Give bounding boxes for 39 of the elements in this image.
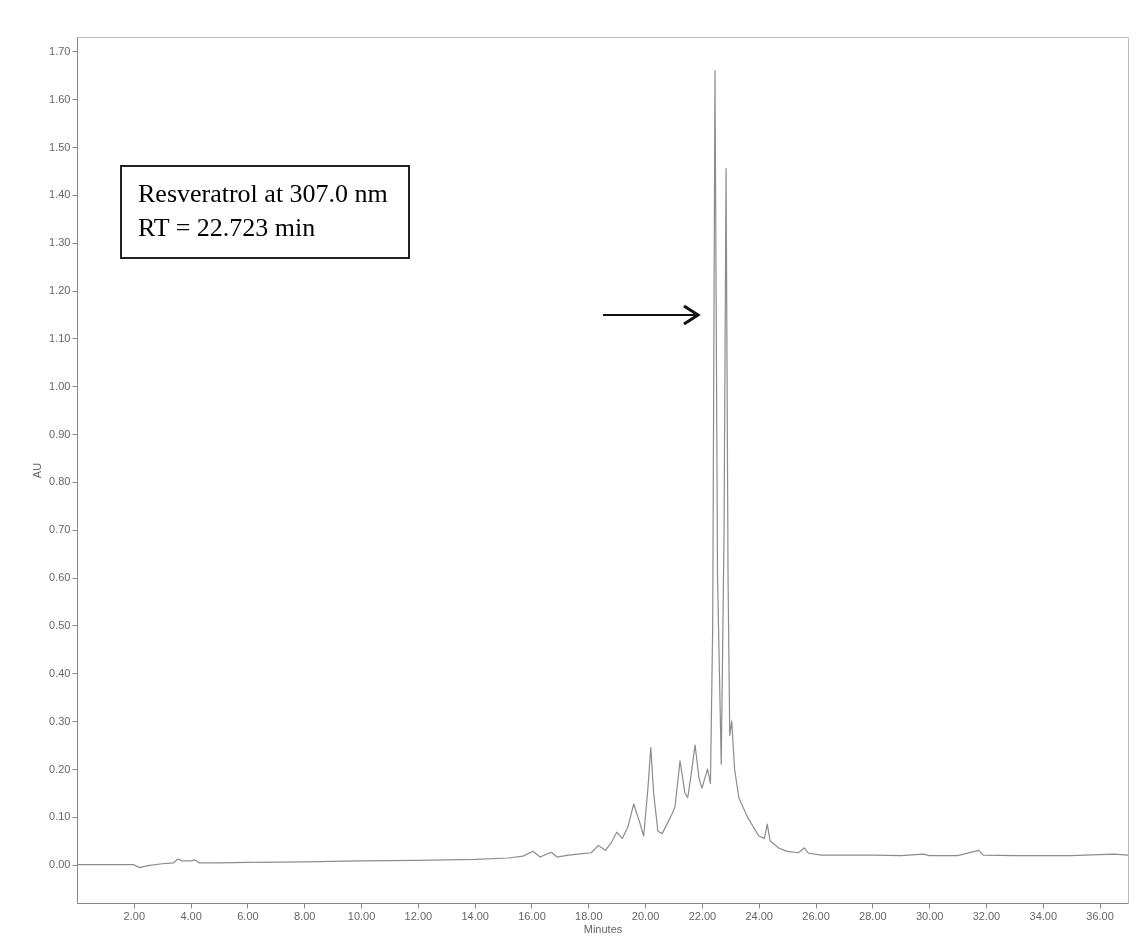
y-tick-label: 0.40	[49, 666, 71, 679]
y-tick-label: 1.40	[49, 188, 71, 201]
x-tick-label: 22.00	[688, 909, 717, 922]
y-tick-label: 1.70	[49, 44, 71, 57]
x-tick-label: 2.00	[123, 909, 146, 922]
y-tick-label: 0.80	[49, 475, 71, 488]
x-axis-title: Minutes	[583, 922, 623, 935]
x-tick-label: 10.00	[347, 909, 376, 922]
x-tick-label: 12.00	[404, 909, 433, 922]
x-tick-label: 4.00	[180, 909, 202, 922]
y-tick-label: 1.50	[49, 140, 71, 153]
y-tick-label: 1.10	[49, 331, 71, 344]
x-tick-label: 8.00	[294, 909, 316, 922]
x-tick-label: 36.00	[1086, 909, 1114, 922]
y-tick-label: 1.30	[49, 236, 71, 249]
y-tick-label: 0.10	[49, 810, 71, 823]
x-tick-label: 16.00	[518, 909, 546, 922]
y-tick-label: 0.70	[49, 523, 71, 536]
x-tick-label: 26.00	[802, 909, 830, 922]
y-tick-label: 1.00	[49, 379, 71, 392]
y-tick-label: 0.60	[49, 571, 71, 584]
x-tick-label: 14.00	[461, 909, 489, 922]
annotation: Resveratrol at 307.0 nm RT = 22.723 min	[120, 165, 410, 259]
x-tick-label: 34.00	[1029, 909, 1058, 922]
y-tick-label: 0.90	[49, 427, 71, 440]
x-tick-label: 18.00	[575, 909, 603, 922]
x-tick-label: 6.00	[237, 909, 259, 922]
x-tick-label: 30.00	[915, 909, 944, 922]
x-tick-label: 20.00	[631, 909, 660, 922]
y-tick-label: 0.00	[49, 858, 71, 871]
y-tick-label: 0.30	[49, 714, 71, 727]
y-tick-label: 1.60	[49, 92, 71, 105]
x-tick-label: 24.00	[745, 909, 773, 922]
y-axis-title: AU	[31, 462, 44, 479]
x-tick-label: 32.00	[972, 909, 1001, 922]
y-tick-label: 0.50	[49, 619, 71, 631]
y-tick-label: 0.20	[49, 762, 71, 775]
y-tick-label: 1.20	[49, 284, 71, 297]
x-tick-label: 28.00	[859, 909, 887, 922]
